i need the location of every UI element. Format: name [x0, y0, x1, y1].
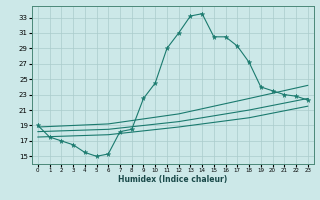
X-axis label: Humidex (Indice chaleur): Humidex (Indice chaleur) [118, 175, 228, 184]
